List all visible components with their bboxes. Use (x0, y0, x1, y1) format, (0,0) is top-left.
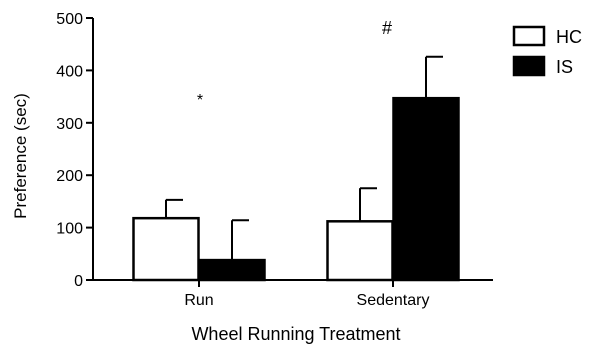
bar-is-run (198, 258, 266, 282)
y-tick-label: 100 (56, 221, 83, 238)
significance-marker: * (197, 92, 203, 109)
y-axis-label: Preference (sec) (11, 93, 30, 219)
annotations-group: *# (197, 18, 392, 109)
y-tick-label: 400 (56, 63, 83, 80)
y-axis: 0 100 200 300 400 500 (56, 11, 94, 290)
x-tick-label: Sedentary (357, 292, 430, 309)
error-bars-group (165, 55, 443, 261)
y-tick-label: 500 (56, 11, 83, 28)
bar-hc-sedentary (326, 220, 394, 282)
y-tick-label: 300 (56, 116, 83, 133)
legend: HC IS (512, 25, 582, 77)
bars-group (132, 96, 460, 282)
x-axis-label: Wheel Running Treatment (191, 324, 400, 344)
x-axis: Run Sedentary (93, 279, 493, 309)
legend-label-is: IS (556, 57, 573, 77)
y-tick-label: 200 (56, 168, 83, 185)
y-tick-label: 0 (74, 273, 83, 290)
x-tick-label: Run (184, 292, 213, 309)
bar-hc-run (132, 216, 200, 282)
bar-is-sedentary (392, 96, 460, 282)
legend-swatch-hc (512, 25, 546, 47)
significance-marker: # (382, 18, 392, 38)
legend-label-hc: HC (556, 27, 582, 47)
legend-swatch-is (512, 55, 546, 77)
